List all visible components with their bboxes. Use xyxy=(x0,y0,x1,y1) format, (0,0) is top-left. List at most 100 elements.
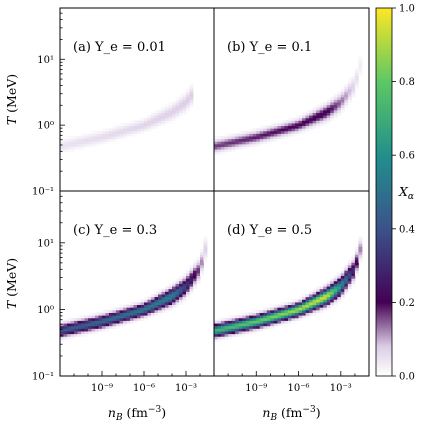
heatmap-cell xyxy=(179,96,183,100)
heatmap-cell xyxy=(270,138,275,142)
heatmap-cell xyxy=(161,107,166,111)
heatmap-cell xyxy=(133,120,138,124)
heatmap-cell xyxy=(67,325,71,329)
heatmap-cell xyxy=(105,312,110,316)
heatmap-cell xyxy=(256,312,261,316)
heatmap-cell xyxy=(224,336,229,340)
heatmap-cell xyxy=(295,299,299,303)
heatmap-cell xyxy=(305,125,310,129)
heatmap-cell xyxy=(302,315,306,319)
heatmap-cell xyxy=(340,107,345,111)
heatmap-cell xyxy=(351,83,356,87)
heatmap-cell xyxy=(298,130,303,134)
heatmap-cell xyxy=(309,125,314,129)
heatmap-cell xyxy=(63,149,68,153)
heatmap-cell xyxy=(256,128,261,132)
heatmap-cell xyxy=(231,325,236,329)
heatmap-cell xyxy=(158,115,162,119)
heatmap-cell xyxy=(298,128,303,132)
heatmap-cell xyxy=(63,320,68,324)
heatmap-cell xyxy=(291,125,296,129)
heatmap-cell xyxy=(105,317,110,321)
heatmap-cell xyxy=(88,141,92,145)
heatmap-cell xyxy=(91,325,96,329)
heatmap-cell xyxy=(70,331,75,335)
heatmap-cell xyxy=(158,296,162,300)
heatmap-cell xyxy=(333,96,338,100)
heatmap-cell xyxy=(217,151,222,155)
heatmap-cell xyxy=(287,133,292,137)
heatmap-cell xyxy=(259,312,264,316)
heatmap-cell xyxy=(347,270,352,274)
heatmap-cell xyxy=(344,272,349,276)
heatmap-cell xyxy=(273,138,278,142)
heatmap-cell xyxy=(280,317,285,321)
heatmap-cell xyxy=(91,320,96,324)
heatmap-cell xyxy=(312,299,317,303)
heatmap-cell xyxy=(249,328,254,332)
heatmap-cell xyxy=(140,304,145,308)
heatmap-cell xyxy=(252,325,257,329)
heatmap-cell xyxy=(102,309,106,313)
heatmap-cell xyxy=(344,91,349,95)
heatmap-cell xyxy=(280,309,285,313)
heatmap-cell xyxy=(74,320,78,324)
heatmap-cell xyxy=(154,109,159,113)
y-tick-label: 10¹ xyxy=(37,238,54,249)
heatmap-cell xyxy=(312,294,317,298)
heatmap-cell xyxy=(235,317,240,321)
heatmap-cell xyxy=(224,325,229,329)
heatmap-cell xyxy=(224,136,229,140)
heatmap-cell xyxy=(287,130,292,134)
panel-label-c: (c) Y_e = 0.3 xyxy=(73,223,157,238)
heatmap-cell xyxy=(337,104,342,108)
heatmap-cell xyxy=(298,315,303,319)
heatmap-cell xyxy=(200,259,204,263)
heatmap-cell xyxy=(116,307,120,311)
heatmap-cell xyxy=(252,309,257,313)
heatmap-cell xyxy=(105,323,110,327)
heatmap-cell xyxy=(109,325,113,329)
heatmap-cell xyxy=(221,317,225,321)
heatmap-cell xyxy=(95,315,99,319)
heatmap-cell xyxy=(214,149,218,153)
heatmap-cell xyxy=(224,323,229,327)
heatmap-cell xyxy=(221,323,225,327)
heatmap-cell xyxy=(351,272,356,276)
heatmap-cell xyxy=(238,325,243,329)
heatmap-cell xyxy=(312,120,317,124)
heatmap-cell xyxy=(235,138,240,142)
heatmap-cell xyxy=(298,120,303,124)
heatmap-cell xyxy=(175,304,180,308)
heatmap-cell xyxy=(172,104,176,108)
y-axis-label-bottom: T (MeV) xyxy=(4,258,19,309)
heatmap-cell xyxy=(323,296,328,300)
heatmap-cell xyxy=(337,96,342,100)
heatmap-cell xyxy=(175,286,180,290)
heatmap-cell xyxy=(175,104,180,108)
heatmap-cell xyxy=(245,331,250,335)
heatmap-cell xyxy=(228,333,233,337)
heatmap-cell xyxy=(333,275,338,279)
heatmap-cell xyxy=(98,133,103,137)
heatmap-cell xyxy=(326,107,331,111)
heatmap-cell xyxy=(172,115,176,119)
heatmap-cell xyxy=(340,283,345,287)
heatmap-cell xyxy=(119,312,124,316)
heatmap-cell xyxy=(277,123,282,127)
heatmap-cell xyxy=(116,309,120,313)
heatmap-cell xyxy=(126,133,131,137)
heatmap-cell xyxy=(333,299,338,303)
heatmap-cell xyxy=(172,286,176,290)
y-tick-label: 10⁻¹ xyxy=(32,187,54,198)
heatmap-cell xyxy=(340,91,345,95)
heatmap-cell xyxy=(109,128,113,132)
heatmap-cell xyxy=(193,272,197,276)
heatmap-cell xyxy=(280,125,285,129)
heatmap-cell xyxy=(231,146,236,150)
heatmap-cell xyxy=(165,112,169,116)
heatmap-cell xyxy=(200,270,204,274)
heatmap-cell xyxy=(217,325,222,329)
heatmap-cell xyxy=(344,89,349,93)
heatmap-cell xyxy=(137,120,141,124)
